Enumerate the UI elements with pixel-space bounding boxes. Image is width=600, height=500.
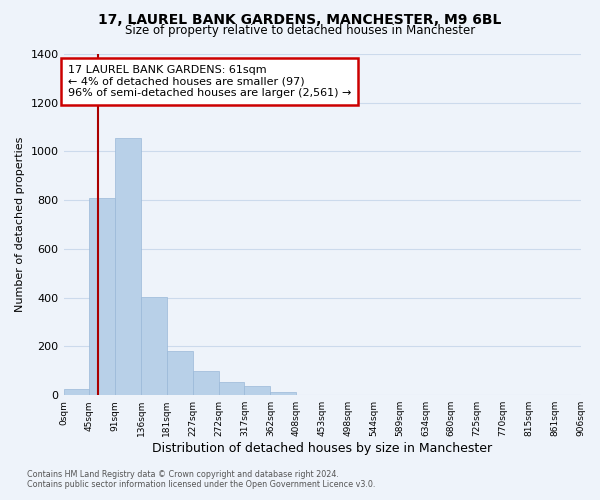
Bar [89,198,115,395]
Bar [141,297,167,395]
Bar [244,386,271,395]
Y-axis label: Number of detached properties: Number of detached properties [15,137,25,312]
Text: 17 LAUREL BANK GARDENS: 61sqm
← 4% of detached houses are smaller (97)
96% of se: 17 LAUREL BANK GARDENS: 61sqm ← 4% of de… [68,65,352,98]
Bar [167,350,193,395]
Text: Size of property relative to detached houses in Manchester: Size of property relative to detached ho… [125,24,475,37]
Text: 17, LAUREL BANK GARDENS, MANCHESTER, M9 6BL: 17, LAUREL BANK GARDENS, MANCHESTER, M9 … [98,12,502,26]
X-axis label: Distribution of detached houses by size in Manchester: Distribution of detached houses by size … [152,442,492,455]
Bar [115,138,141,395]
Text: Contains HM Land Registry data © Crown copyright and database right 2024.
Contai: Contains HM Land Registry data © Crown c… [27,470,376,489]
Bar [64,389,89,395]
Bar [271,392,296,395]
Bar [218,382,244,395]
Bar [193,371,218,395]
